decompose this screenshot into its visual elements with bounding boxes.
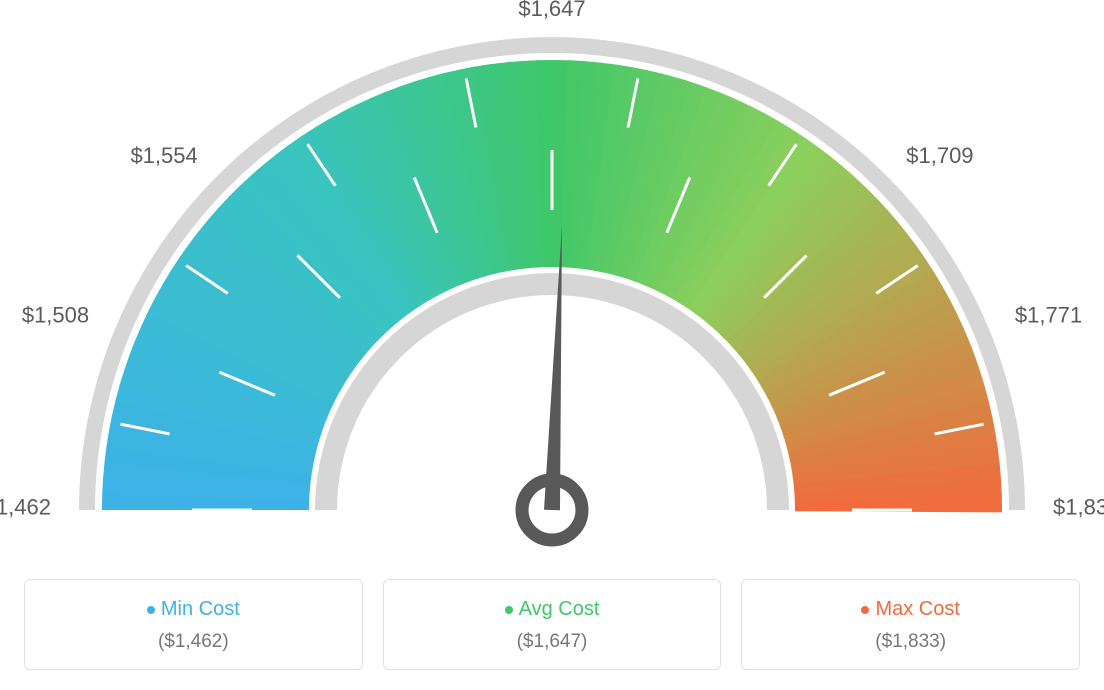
gauge-tick-label: $1,554 [130, 143, 197, 169]
legend-value-avg: ($1,647) [394, 631, 711, 653]
legend-dot-min [147, 606, 155, 614]
legend-value-min: ($1,462) [35, 631, 352, 653]
gauge-chart-container: $1,462 $1,508 $1,554 $1,647 $1,709 $1,771 $1,8… [0, 0, 1104, 690]
legend-dot-avg [505, 606, 513, 614]
legend-title-max: Max Cost [752, 598, 1069, 621]
legend-label-min: Min Cost [161, 598, 240, 620]
gauge-tick-label: $1,709 [906, 143, 973, 169]
gauge-tick-label: $1,833 [1053, 494, 1104, 520]
legend-card-avg: Avg Cost ($1,647) [383, 579, 722, 670]
gauge-svg [0, 0, 1104, 560]
gauge-tick-label: $1,462 [0, 494, 51, 520]
legend-title-avg: Avg Cost [394, 598, 711, 621]
legend-row: Min Cost ($1,462) Avg Cost ($1,647) Max … [24, 579, 1080, 670]
legend-title-min: Min Cost [35, 598, 352, 621]
legend-card-max: Max Cost ($1,833) [741, 579, 1080, 670]
legend-value-max: ($1,833) [752, 631, 1069, 653]
gauge-tick-label: $1,647 [518, 0, 585, 22]
gauge-tick-label: $1,771 [1015, 303, 1082, 329]
legend-card-min: Min Cost ($1,462) [24, 579, 363, 670]
gauge-area: $1,462 $1,508 $1,554 $1,647 $1,709 $1,771 $1,8… [0, 0, 1104, 560]
legend-dot-max [861, 606, 869, 614]
legend-label-max: Max Cost [875, 598, 959, 620]
gauge-tick-label: $1,508 [22, 303, 89, 329]
legend-label-avg: Avg Cost [519, 598, 600, 620]
